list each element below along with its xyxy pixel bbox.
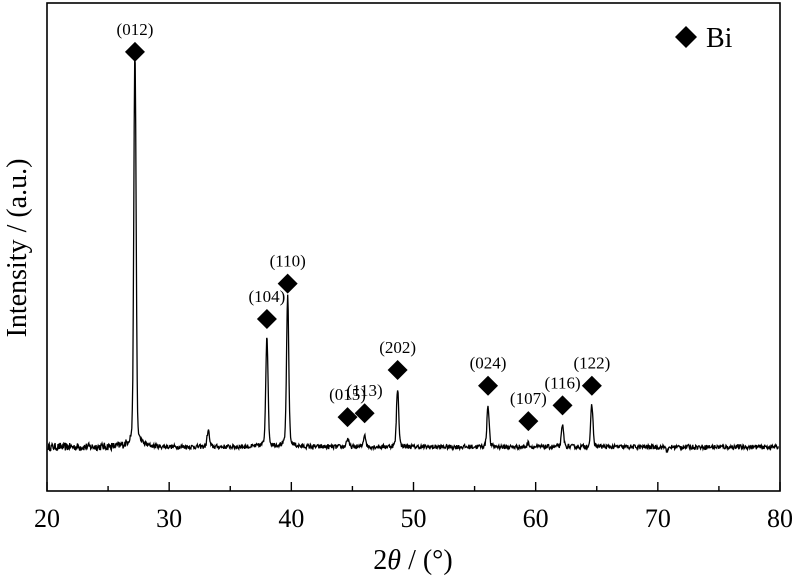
x-tick-label: 80 <box>767 504 793 533</box>
peak-label: (110) <box>270 252 306 271</box>
peak-markers: (012) (104) (110) (015)(113) (202) (024)(107)… <box>117 20 610 432</box>
x-tick-label: 30 <box>156 504 182 533</box>
peak-label: (104) <box>248 287 285 306</box>
y-axis-label: Intensity / (a.u.) <box>2 159 33 338</box>
peak-label: (107) <box>510 389 547 408</box>
peak-marker-diamond <box>354 403 375 424</box>
x-axis-ticks: 20 30 40 50 60 70 80 <box>34 482 793 533</box>
peak-marker-diamond <box>552 395 573 416</box>
peak-marker-diamond <box>277 273 298 294</box>
peak-marker-diamond <box>256 308 277 329</box>
x-tick-label: 60 <box>523 504 549 533</box>
x-tick-label: 40 <box>278 504 304 533</box>
x-tick-label: 20 <box>34 504 60 533</box>
legend-diamond-marker <box>675 26 697 48</box>
peak-marker-diamond <box>387 360 408 381</box>
peak-label: (202) <box>379 338 416 357</box>
peak-label: (122) <box>573 354 610 373</box>
plot-frame <box>46 2 781 492</box>
peak-marker-diamond <box>581 375 602 396</box>
peak-marker-diamond <box>518 411 539 432</box>
peak-label: (015) <box>329 385 366 404</box>
peak-marker-diamond <box>337 407 358 428</box>
xrd-series-line <box>47 58 779 454</box>
legend-label-bi: Bi <box>706 23 733 54</box>
peak-label: (012) <box>117 20 154 39</box>
peak-marker-diamond <box>478 375 499 396</box>
legend: Bi <box>675 23 733 54</box>
x-tick-label: 50 <box>401 504 427 533</box>
x-axis-label: 2θ / (°) <box>373 545 452 576</box>
peak-label: (024) <box>470 354 507 373</box>
peak-marker-diamond <box>124 41 145 62</box>
x-tick-label: 70 <box>645 504 671 533</box>
peak-label: (113) <box>347 381 383 400</box>
peak-label: (116) <box>544 373 580 392</box>
